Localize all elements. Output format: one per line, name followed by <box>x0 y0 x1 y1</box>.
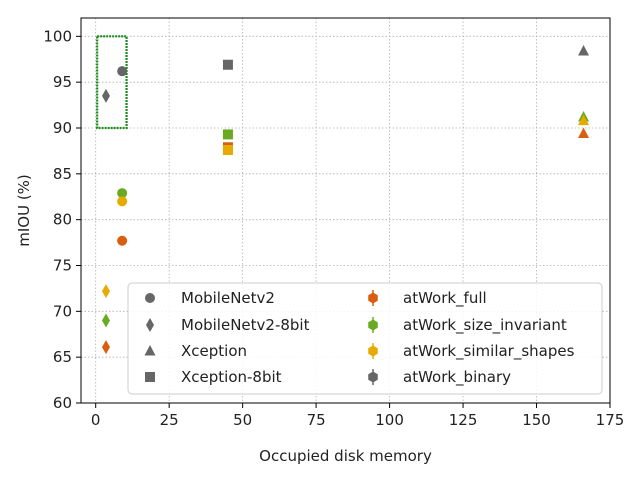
y-tick-label: 75 <box>53 257 72 275</box>
data-point <box>578 45 590 56</box>
legend-label: Xception <box>181 342 247 360</box>
plot-frame <box>80 17 611 404</box>
y-tick-label: 70 <box>53 302 72 320</box>
legend-marker <box>368 371 378 383</box>
legend-marker <box>145 293 155 303</box>
x-tick-label: 50 <box>233 411 252 429</box>
highlight-box <box>96 35 128 130</box>
data-point <box>101 284 110 299</box>
data-point <box>101 313 110 328</box>
legend-label: atWork_binary <box>403 368 511 387</box>
legend-label: MobileNetv2-8bit <box>181 316 310 334</box>
x-tick-label: 0 <box>91 411 101 429</box>
x-tick-label: 150 <box>522 411 551 429</box>
legend-marker <box>368 319 378 331</box>
legend-box <box>127 282 603 395</box>
data-point <box>101 340 110 355</box>
legend: MobileNetv2 MobileNetv2-8bit Xception Xcept… <box>127 282 603 395</box>
y-axis-label: mIOU (%) <box>15 174 33 247</box>
legend-marker <box>146 318 154 332</box>
legend-label: atWork_size_invariant <box>403 316 567 335</box>
x-tick-label: 100 <box>375 411 404 429</box>
data-point <box>222 145 233 155</box>
legend-marker <box>144 345 156 356</box>
data-point <box>117 235 128 246</box>
x-tick-label: 25 <box>160 411 179 429</box>
data-points <box>101 45 590 355</box>
y-tick-label: 85 <box>53 165 72 183</box>
y-axis-ticks: 60 65 70 75 80 85 90 95 100 <box>43 27 81 412</box>
data-point <box>222 129 233 140</box>
highlight-rectangle <box>96 35 128 130</box>
data-point <box>578 127 590 138</box>
legend-label: atWork_full <box>403 289 487 308</box>
data-point <box>101 88 110 103</box>
x-axis-ticks: 0 25 50 75 100 125 150 175 <box>91 403 624 429</box>
data-point <box>578 114 590 126</box>
y-tick-label: 65 <box>53 348 72 366</box>
data-point <box>117 188 128 199</box>
x-tick-label: 75 <box>307 411 326 429</box>
x-tick-label: 175 <box>596 411 625 429</box>
legend-label: atWork_similar_shapes <box>403 342 575 361</box>
data-point <box>222 59 233 70</box>
x-axis-label: Occupied disk memory <box>259 447 432 465</box>
data-point <box>117 196 128 207</box>
legend-label: MobileNetv2 <box>181 289 275 307</box>
y-tick-label: 95 <box>53 73 72 91</box>
legend-label: Xception-8bit <box>181 368 282 386</box>
x-tick-label: 125 <box>449 411 478 429</box>
legend-marker <box>368 292 378 304</box>
legend-marker <box>145 372 155 382</box>
y-tick-label: 90 <box>53 119 72 137</box>
y-tick-label: 80 <box>53 211 72 229</box>
legend-marker <box>368 345 378 357</box>
y-tick-label: 60 <box>53 394 72 412</box>
data-point <box>117 66 128 77</box>
y-tick-label: 100 <box>43 27 72 45</box>
